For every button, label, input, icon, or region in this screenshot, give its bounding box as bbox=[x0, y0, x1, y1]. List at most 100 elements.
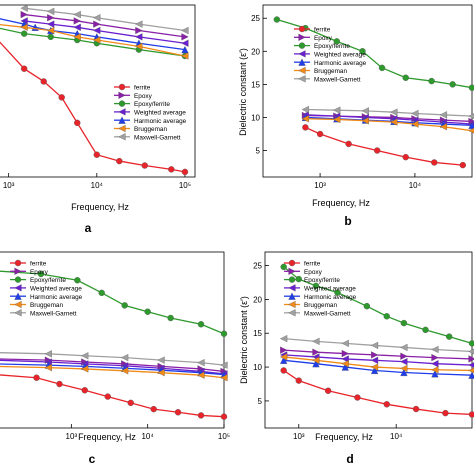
legend-marker-d bbox=[288, 284, 296, 292]
data-point-d bbox=[370, 341, 379, 350]
legend-marker-c bbox=[14, 292, 22, 300]
data-point-a bbox=[181, 33, 189, 41]
legend-label-c: Epoxy bbox=[30, 269, 49, 276]
x-tick-label-d: 10⁴ bbox=[390, 432, 403, 441]
data-point-d bbox=[370, 366, 379, 375]
data-point-d bbox=[295, 377, 302, 384]
series-line-c bbox=[0, 374, 225, 418]
data-point-c bbox=[197, 321, 205, 328]
legend-marker-c bbox=[14, 259, 22, 267]
legend-label-b: Harmonic average bbox=[314, 60, 367, 67]
data-point-c bbox=[220, 361, 228, 369]
y-tick-label-b: 5 bbox=[256, 147, 261, 156]
data-point-b bbox=[378, 64, 386, 72]
legend-marker-a bbox=[118, 91, 126, 99]
data-point-b bbox=[449, 81, 456, 88]
x-tick-label-a: 10⁵ bbox=[179, 181, 191, 190]
legend-marker-a bbox=[118, 83, 126, 91]
data-point-b bbox=[359, 48, 366, 55]
data-point-b bbox=[411, 120, 419, 128]
legend-marker-a bbox=[118, 116, 126, 124]
y-tick-label-d: 15 bbox=[253, 329, 262, 338]
data-point-a bbox=[20, 65, 28, 72]
x-axis-label-c: Frequency, Hz bbox=[78, 432, 136, 442]
data-point-a bbox=[181, 52, 189, 60]
legend-marker-b bbox=[298, 42, 306, 49]
legend-label-a: Maxwell-Garnett bbox=[134, 134, 181, 141]
data-point-d bbox=[279, 353, 288, 361]
series-line-d bbox=[283, 369, 473, 416]
data-point-d bbox=[468, 367, 474, 374]
series-c-2 bbox=[0, 270, 228, 337]
data-point-c bbox=[127, 399, 134, 407]
x-tick-label-b: 10³ bbox=[314, 181, 326, 190]
data-point-d bbox=[383, 313, 390, 320]
data-point-d bbox=[370, 356, 379, 364]
x-axis-label-a: Frequency, Hz bbox=[71, 202, 129, 212]
x-tick-label-c: 10⁴ bbox=[141, 432, 154, 441]
data-point-b bbox=[459, 161, 467, 169]
data-point-c bbox=[144, 308, 151, 315]
data-point-d bbox=[370, 363, 379, 371]
data-point-c bbox=[98, 289, 105, 297]
legend-marker-d bbox=[288, 259, 296, 267]
data-point-d bbox=[312, 348, 320, 356]
data-point-a bbox=[40, 78, 47, 85]
data-point-b bbox=[439, 111, 448, 119]
y-tick-label-d: 20 bbox=[253, 295, 262, 304]
legend-label-a: Epoxy/ferrite bbox=[134, 101, 170, 108]
data-point-a bbox=[46, 7, 55, 16]
data-point-a bbox=[93, 20, 101, 28]
legend-label-b: Bruggeman bbox=[314, 68, 347, 75]
legend-label-c: ferrite bbox=[30, 261, 47, 268]
x-tick-label-b: 10⁴ bbox=[409, 181, 422, 190]
data-point-d bbox=[422, 326, 429, 334]
legend-marker-b bbox=[298, 58, 306, 66]
panel-caption-d: d bbox=[346, 452, 353, 466]
legend-marker-d bbox=[288, 276, 296, 283]
data-point-a bbox=[20, 30, 28, 37]
series-line-a bbox=[0, 27, 186, 57]
series-d-4 bbox=[280, 356, 474, 379]
legend-label-b: Maxwell-Garnett bbox=[314, 76, 361, 83]
data-point-d bbox=[468, 340, 474, 347]
legend-marker-a bbox=[118, 124, 126, 133]
legend-marker-b bbox=[298, 33, 306, 41]
plot-frame-c bbox=[0, 251, 225, 429]
data-point-d bbox=[334, 289, 341, 296]
data-point-a bbox=[20, 4, 28, 12]
data-point-a bbox=[116, 157, 123, 165]
data-point-a bbox=[47, 33, 54, 41]
legend-marker-b bbox=[298, 75, 306, 83]
data-point-b bbox=[468, 113, 474, 120]
data-point-c bbox=[74, 277, 81, 284]
data-point-a bbox=[73, 23, 81, 31]
legend-label-a: ferrite bbox=[134, 85, 151, 92]
data-point-c bbox=[104, 393, 111, 400]
data-point-b bbox=[439, 123, 448, 131]
data-point-d bbox=[412, 405, 420, 413]
data-point-c bbox=[120, 367, 129, 375]
data-point-a bbox=[73, 10, 81, 19]
data-point-a bbox=[181, 168, 189, 176]
data-point-d bbox=[431, 360, 439, 368]
data-point-c bbox=[174, 409, 182, 416]
series-d-0 bbox=[280, 367, 474, 418]
legend-label-b: Epoxy/ferrite bbox=[314, 43, 350, 50]
data-point-c bbox=[56, 380, 63, 388]
legend-label-b: ferrite bbox=[314, 27, 331, 34]
legend-marker-b bbox=[298, 50, 306, 58]
legend-label-a: Harmonic average bbox=[134, 118, 187, 125]
legend-marker-a bbox=[118, 100, 126, 107]
data-point-c bbox=[33, 374, 40, 381]
data-point-d bbox=[445, 333, 453, 340]
data-point-b bbox=[428, 77, 435, 85]
data-point-a bbox=[46, 20, 55, 28]
data-point-d bbox=[341, 349, 349, 358]
legend-marker-d bbox=[288, 267, 296, 275]
data-point-b bbox=[468, 127, 474, 134]
series-line-a bbox=[24, 20, 186, 44]
